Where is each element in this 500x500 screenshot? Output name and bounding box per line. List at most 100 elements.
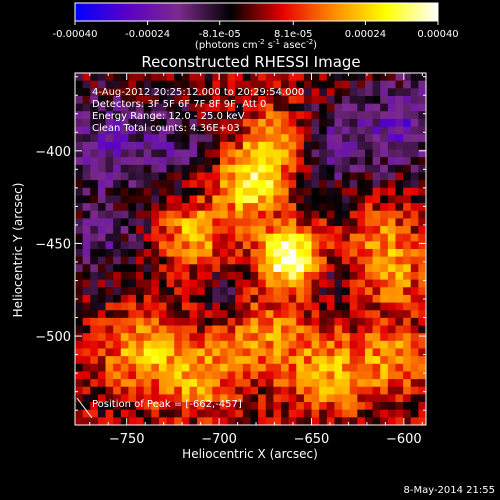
heatmap-cell [151, 95, 160, 105]
heatmap-cell [212, 379, 221, 388]
heatmap-cell [281, 287, 290, 296]
heatmap-cell [197, 103, 206, 112]
heatmap-cell [364, 95, 374, 105]
heatmap-cell [357, 241, 366, 250]
heatmap-cell [288, 302, 297, 311]
heatmap-cell [105, 417, 114, 425]
heatmap-cell [273, 141, 282, 151]
heatmap-cell [364, 241, 374, 250]
heatmap-cell [151, 111, 160, 120]
heatmap-cell [136, 271, 145, 281]
heatmap-cell [326, 402, 336, 411]
heatmap-cell [395, 417, 404, 425]
heatmap-cell [250, 157, 259, 166]
heatmap-cell [113, 226, 122, 235]
heatmap-cell [174, 195, 183, 204]
heatmap-cell [273, 294, 282, 304]
heatmap-cell [364, 118, 374, 128]
heatmap-cell [258, 164, 267, 174]
heatmap-cell [364, 394, 374, 403]
heatmap-cell [90, 80, 99, 89]
heatmap-cell [151, 149, 160, 158]
heatmap-cell [219, 180, 229, 189]
heatmap-cell [105, 187, 114, 197]
heatmap-cell [235, 118, 244, 128]
heatmap-cell [311, 333, 320, 342]
heatmap-cell [204, 379, 213, 388]
heatmap-cell [143, 394, 152, 403]
heatmap-cell [97, 417, 107, 425]
heatmap-cell [128, 333, 137, 342]
heatmap-cell [82, 279, 91, 288]
heatmap-cell [82, 118, 91, 128]
heatmap-cell [319, 88, 328, 97]
heatmap-cell [120, 409, 130, 418]
heatmap-cell [258, 187, 267, 197]
heatmap-cell [212, 187, 221, 197]
heatmap-cell [403, 417, 412, 425]
heatmap-cell [403, 340, 412, 350]
heatmap-cell [197, 287, 206, 296]
heatmap-cell [235, 187, 244, 197]
heatmap-cell [151, 348, 160, 357]
heatmap-cell [174, 371, 183, 380]
heatmap-cell [212, 264, 221, 273]
heatmap-cell [113, 287, 122, 296]
heatmap-cell [219, 164, 229, 174]
heatmap-cell [395, 241, 404, 250]
heatmap-cell [410, 164, 419, 174]
heatmap-cell [181, 111, 191, 120]
heatmap-cell [296, 73, 305, 82]
heatmap-cell [189, 95, 198, 105]
heatmap-cell [273, 73, 282, 82]
heatmap-cell [242, 333, 252, 342]
heatmap-cell [372, 118, 381, 128]
heatmap-cell [143, 279, 152, 288]
heatmap-cell [136, 226, 145, 235]
heatmap-cell [197, 203, 206, 212]
heatmap-cell [258, 241, 267, 250]
heatmap-cell [189, 149, 198, 158]
heatmap-cell [204, 203, 213, 212]
heatmap-cell [418, 218, 426, 227]
heatmap-cell [82, 317, 91, 327]
heatmap-cell [403, 103, 412, 112]
heatmap-cell [357, 264, 366, 273]
heatmap-cell [364, 356, 374, 365]
heatmap-cell [197, 157, 206, 166]
heatmap-cell [151, 141, 160, 151]
heatmap-cell [189, 180, 198, 189]
heatmap-cell [364, 80, 374, 89]
heatmap-cell [395, 386, 404, 395]
heatmap-cell [113, 210, 122, 219]
heatmap-cell [288, 218, 297, 227]
heatmap-cell [296, 187, 305, 197]
heatmap-cell [258, 409, 267, 418]
heatmap-cell [273, 180, 282, 189]
heatmap-cell [151, 249, 160, 258]
heatmap-cell [113, 134, 122, 143]
heatmap-cell [105, 103, 114, 112]
heatmap-cell [197, 271, 206, 281]
heatmap-cell [105, 356, 114, 365]
heatmap-cell [349, 164, 358, 174]
heatmap-cell [387, 157, 397, 166]
heatmap-cell [403, 394, 412, 403]
heatmap-cell [197, 264, 206, 273]
heatmap-cell [105, 287, 114, 296]
heatmap-cell [326, 172, 336, 181]
heatmap-cell [82, 287, 91, 296]
heatmap-cell [410, 149, 419, 158]
heatmap-cell [258, 111, 267, 120]
heatmap-cell [281, 88, 290, 97]
heatmap-cell [349, 379, 358, 388]
heatmap-cell [334, 210, 343, 219]
heatmap-cell [219, 118, 229, 128]
heatmap-cell [288, 187, 297, 197]
heatmap-cell [410, 333, 419, 342]
heatmap-cell [242, 386, 252, 395]
heatmap-cell [380, 95, 389, 105]
heatmap-cell [265, 187, 274, 197]
heatmap-cell [242, 264, 252, 273]
heatmap-cell [380, 241, 389, 250]
